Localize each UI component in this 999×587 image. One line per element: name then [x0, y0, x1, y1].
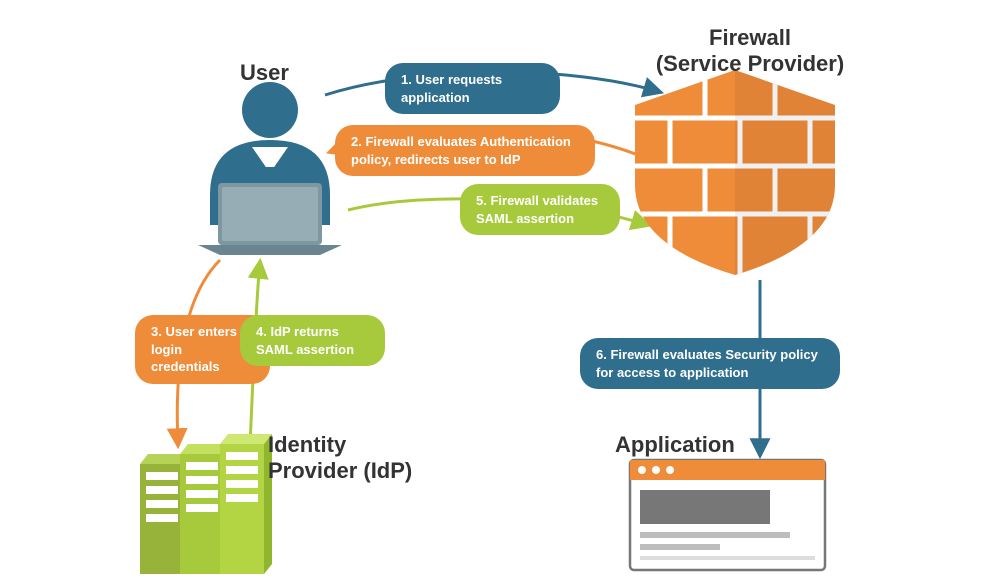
- firewall-label-line1: Firewall: [709, 25, 791, 50]
- step-1-pill: 1. User requests application: [385, 63, 560, 114]
- idp-icon: [140, 434, 272, 574]
- idp-label: Identity Provider (IdP): [268, 432, 412, 485]
- idp-label-line1: Identity: [268, 432, 346, 457]
- step-4-pill: 4. IdP returns SAML assertion: [240, 315, 385, 366]
- step-5-pill: 5. Firewall validates SAML assertion: [460, 184, 620, 235]
- idp-label-line2: Provider (IdP): [268, 458, 412, 483]
- user-icon: [198, 82, 342, 255]
- firewall-label-line2: (Service Provider): [656, 51, 844, 76]
- firewall-label: Firewall (Service Provider): [640, 25, 860, 77]
- user-label: User: [240, 60, 289, 86]
- step-2-pill: 2. Firewall evaluates Authentication pol…: [335, 125, 595, 176]
- firewall-icon: [635, 70, 835, 280]
- step-6-pill: 6. Firewall evaluates Security policy fo…: [580, 338, 840, 389]
- application-label: Application: [615, 432, 735, 458]
- application-icon: [630, 460, 825, 570]
